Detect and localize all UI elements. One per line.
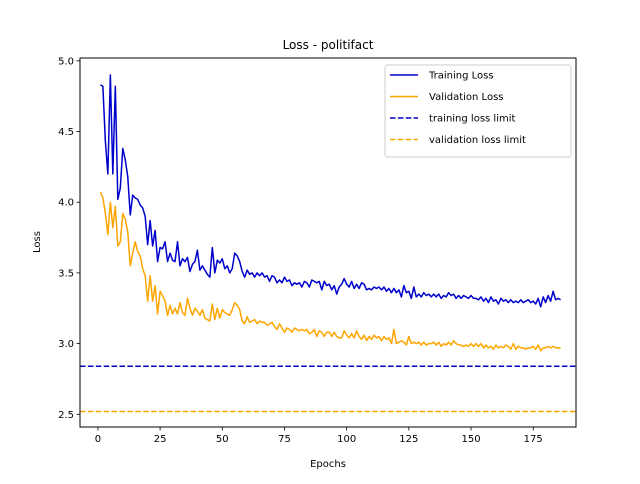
plot-area — [80, 74, 576, 413]
y-tick-label: 3.5 — [58, 268, 74, 279]
x-axis: 0 25 50 75 100 125 150 175 — [95, 427, 543, 445]
x-axis-label: Epochs — [310, 459, 346, 470]
plot-frame — [79, 57, 577, 428]
legend-label-training-loss-limit: training loss limit — [429, 114, 515, 125]
x-tick-label: 175 — [524, 434, 543, 445]
x-tick-label: 100 — [337, 434, 356, 445]
training-loss-line — [100, 74, 561, 308]
x-tick-label: 0 — [95, 434, 101, 445]
x-tick-label: 125 — [399, 434, 418, 445]
chart-title: Loss - politifact — [283, 38, 374, 52]
y-tick-label: 4.0 — [58, 198, 74, 209]
y-tick-label: 3.0 — [58, 339, 74, 350]
legend-label-validation-loss: Validation Loss — [429, 92, 504, 103]
chart-legend: Training Loss Validation Loss training los… — [384, 64, 572, 158]
y-axis-label: Loss — [32, 231, 43, 253]
x-tick-label: 25 — [154, 434, 167, 445]
y-tick-label: 5.0 — [58, 56, 74, 67]
y-tick-label: 4.5 — [58, 127, 74, 138]
x-tick-label: 150 — [461, 434, 480, 445]
y-axis: 2.5 3.0 3.5 4.0 4.5 5.0 — [58, 56, 80, 421]
legend-label-validation-loss-limit: validation loss limit — [429, 135, 526, 146]
y-tick-label: 2.5 — [58, 410, 74, 421]
x-tick-label: 50 — [216, 434, 229, 445]
validation-loss-line — [99, 192, 561, 352]
legend-frame — [384, 64, 572, 158]
legend-label-training-loss: Training Loss — [428, 71, 494, 82]
x-tick-label: 75 — [278, 434, 291, 445]
